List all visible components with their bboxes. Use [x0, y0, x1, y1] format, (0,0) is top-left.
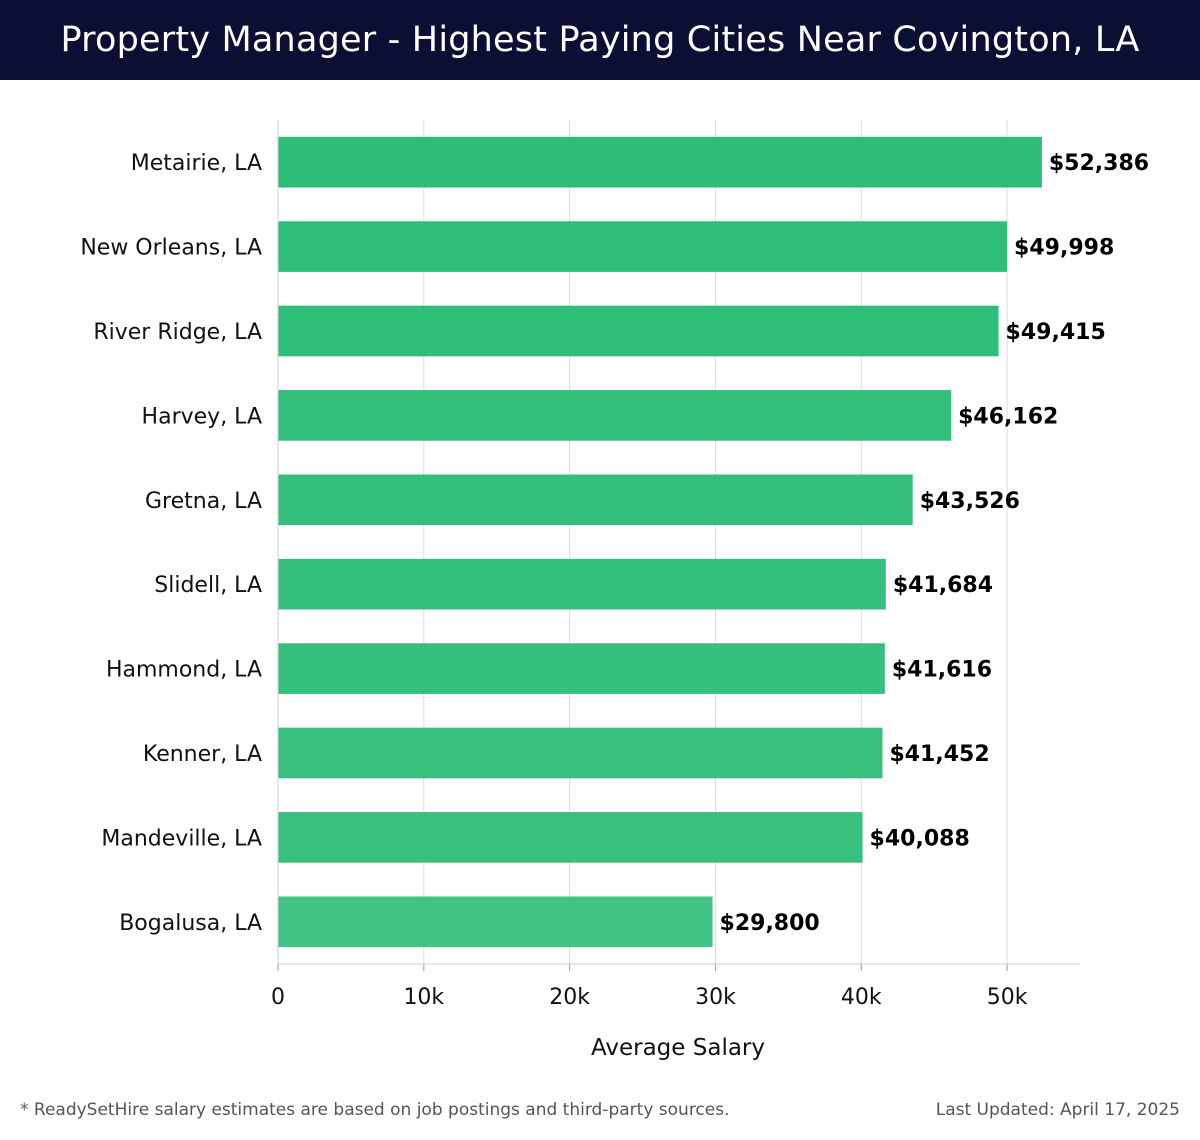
x-tick-label: 40k — [841, 985, 882, 1010]
x-tick-label: 10k — [403, 985, 444, 1010]
bar — [278, 390, 952, 441]
chart-title: Property Manager - Highest Paying Cities… — [60, 20, 1140, 60]
category-label: Mandeville, LA — [101, 826, 262, 851]
bar — [278, 896, 713, 948]
category-label: Slidell, LA — [154, 573, 262, 598]
x-tick-label: 20k — [549, 985, 590, 1010]
bar — [278, 305, 999, 357]
category-label: New Orleans, LA — [80, 236, 262, 261]
category-label: Kenner, LA — [143, 742, 262, 767]
bars: $52,386 $49,998 $49,415 $46,162 $43,526 $41,6… — [278, 136, 1149, 948]
bar — [278, 221, 1008, 272]
category-label: Gretna, LA — [145, 489, 262, 514]
value-label: $41,452 — [889, 742, 989, 767]
value-label: $46,162 — [958, 404, 1058, 429]
bar — [278, 643, 885, 694]
category-label: River Ridge, LA — [93, 320, 262, 345]
bar — [278, 727, 883, 779]
value-label: $49,415 — [1006, 320, 1106, 345]
category-label: Harvey, LA — [142, 404, 262, 429]
bar — [278, 812, 863, 863]
last-updated: Last Updated: April 17, 2025 — [935, 1100, 1180, 1120]
value-label: $41,684 — [893, 573, 993, 598]
category-label: Bogalusa, LA — [119, 911, 262, 936]
value-label: $43,526 — [920, 489, 1020, 514]
category-label: Metairie, LA — [131, 151, 262, 176]
axes: 0 10k 20k 30k 40k 50k Metairie, LA New Orleans,… — [80, 120, 1080, 1010]
chart-header: Property Manager - Highest Paying Cities… — [0, 0, 1200, 80]
bar — [278, 136, 1042, 188]
value-label: $52,386 — [1049, 151, 1149, 176]
value-label: $40,088 — [870, 826, 970, 851]
value-label: $41,616 — [892, 658, 992, 683]
value-label: $49,998 — [1014, 236, 1114, 261]
category-label: Hammond, LA — [106, 658, 262, 683]
x-tick-label: 0 — [271, 985, 285, 1010]
x-tick-label: 50k — [987, 985, 1028, 1010]
bar — [278, 474, 913, 526]
x-tick-label: 30k — [695, 985, 736, 1010]
bar — [278, 558, 886, 610]
footer-note: * ReadySetHire salary estimates are base… — [20, 1100, 730, 1120]
value-label: $29,800 — [720, 911, 820, 936]
x-axis-title: Average Salary — [591, 1035, 765, 1061]
